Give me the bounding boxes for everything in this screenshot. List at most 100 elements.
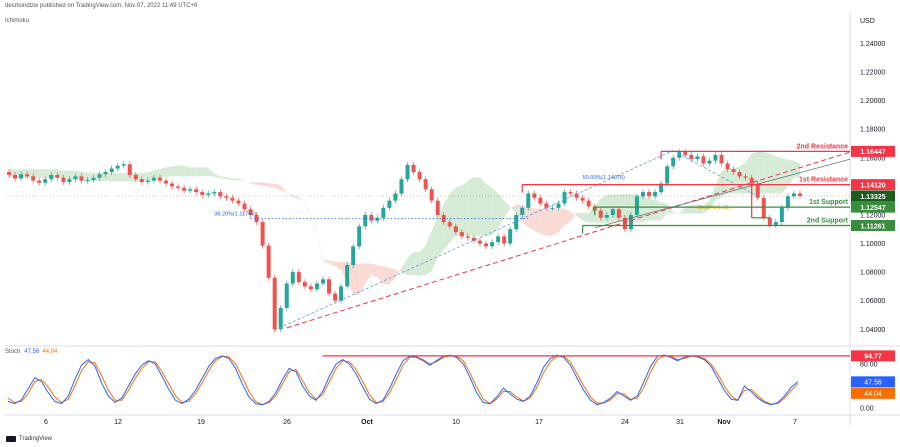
time-tick-label: 31 — [676, 419, 684, 426]
stoch-legend: Stoch 47.56 44.04 — [5, 349, 57, 355]
candle-body — [182, 187, 187, 191]
candle-body — [381, 207, 386, 218]
candle-body — [248, 209, 253, 215]
indicator-label: Ichimoku — [5, 18, 30, 24]
ichimoku-cloud-segment — [117, 173, 124, 182]
ichimoku-cloud-segment — [443, 194, 450, 250]
candle-body — [749, 177, 754, 184]
candle-body — [798, 193, 802, 196]
candle-body — [327, 279, 332, 294]
fib-label-top: 50.00%(1.14075) — [583, 175, 625, 181]
candle-body — [429, 189, 434, 201]
ichimoku-cloud-segment — [745, 153, 752, 194]
candle-body — [121, 164, 126, 166]
fib-label-mid: 38.20%(1.12... — [697, 205, 733, 211]
candle-body — [574, 193, 579, 198]
ichimoku-cloud-segment — [322, 259, 330, 264]
candle-body — [55, 174, 60, 178]
candle-body — [31, 176, 36, 181]
fib-trend-line — [274, 150, 674, 331]
candle-body — [308, 286, 313, 290]
candle-body — [743, 176, 748, 178]
ichimoku-cloud-segment — [407, 252, 414, 275]
ichimoku-cloud-segment — [214, 173, 221, 179]
candle-body — [127, 164, 132, 175]
candle-body — [375, 217, 380, 221]
candle-body — [544, 203, 549, 208]
candle-body — [357, 226, 362, 247]
fib-trend-line-2 — [673, 150, 758, 197]
candle-body — [37, 180, 42, 183]
candle-body — [701, 156, 706, 164]
price-level-tag — [851, 145, 895, 157]
candle-body — [514, 214, 519, 230]
time-tick-label: 7 — [793, 419, 797, 426]
tradingview-logo-icon — [6, 436, 16, 442]
currency-label: USD — [860, 18, 875, 25]
ichimoku-cloud-segment — [600, 194, 607, 223]
candle-body — [103, 172, 108, 175]
level-name-label: 1st Resistance — [799, 177, 848, 184]
ichimoku-cloud-segment — [280, 185, 287, 193]
candle-body — [212, 192, 217, 194]
candle-body — [677, 152, 682, 158]
candle-body — [683, 152, 688, 155]
ichimoku-cloud-segment — [401, 257, 408, 275]
candle-body — [641, 192, 646, 197]
fib-label-left: 38.20%(1.11745) — [214, 212, 256, 218]
ichimoku-cloud-segment — [232, 178, 239, 181]
ichimoku-cloud-segment — [510, 204, 517, 214]
ichimoku-cloud-segment — [172, 165, 179, 177]
ichimoku-cloud-segment — [250, 182, 257, 185]
ichimoku-cloud-segment — [365, 263, 372, 285]
price-tick-label: 1.10000 — [860, 241, 885, 248]
candle-body — [634, 196, 639, 215]
ichimoku-cloud-segment — [292, 194, 299, 200]
candle-body — [13, 174, 18, 179]
candle-body — [725, 163, 730, 170]
time-tick-label: Oct — [361, 419, 373, 426]
candle-body — [109, 168, 114, 173]
price-tick-label: 1.08000 — [860, 270, 885, 277]
time-tick-label: 24 — [621, 419, 629, 426]
candle-body — [562, 192, 567, 204]
candle-body — [604, 214, 609, 218]
candle-body — [671, 157, 676, 167]
ichimoku-cloud-segment — [576, 212, 583, 221]
ichimoku-cloud-segment — [419, 244, 426, 275]
candle-body — [713, 154, 718, 161]
candle-body — [453, 226, 458, 233]
candle-body — [435, 200, 440, 215]
candle-body — [791, 193, 796, 197]
candle-body — [755, 183, 760, 198]
candle-body — [653, 192, 658, 197]
ichimoku-cloud-segment — [467, 177, 474, 236]
candle-body — [496, 236, 501, 243]
candle-body — [339, 286, 344, 301]
candle-body — [719, 154, 724, 164]
candle-body — [447, 222, 452, 227]
ichimoku-cloud-segment — [425, 230, 432, 275]
ichimoku-cloud-segment — [159, 167, 166, 179]
ichimoku-cloud-segment — [153, 168, 160, 181]
candle-body — [731, 169, 736, 173]
candle-body — [628, 214, 633, 230]
ichimoku-cloud-segment — [184, 165, 191, 177]
candle-body — [163, 180, 168, 184]
price-level-tag — [851, 201, 895, 213]
stoch-d-tag-text: 44.04 — [864, 391, 882, 398]
candle-body — [157, 177, 162, 181]
candle-body — [580, 197, 585, 201]
publish-info: desmondlzw published on TradingView.com,… — [5, 3, 198, 9]
time-tick-label: 12 — [114, 419, 122, 426]
price-level-tag-text: 1.14120 — [860, 182, 885, 189]
ichimoku-cloud-segment — [787, 159, 794, 187]
ichimoku-cloud-segment — [643, 195, 650, 223]
candle-body — [363, 214, 368, 227]
stoch-k-tag-text: 47.56 — [864, 380, 882, 387]
candle-body — [170, 183, 175, 187]
candle-body — [25, 174, 30, 177]
price-tick-label: 1.24000 — [860, 41, 885, 48]
candle-body — [345, 264, 350, 287]
